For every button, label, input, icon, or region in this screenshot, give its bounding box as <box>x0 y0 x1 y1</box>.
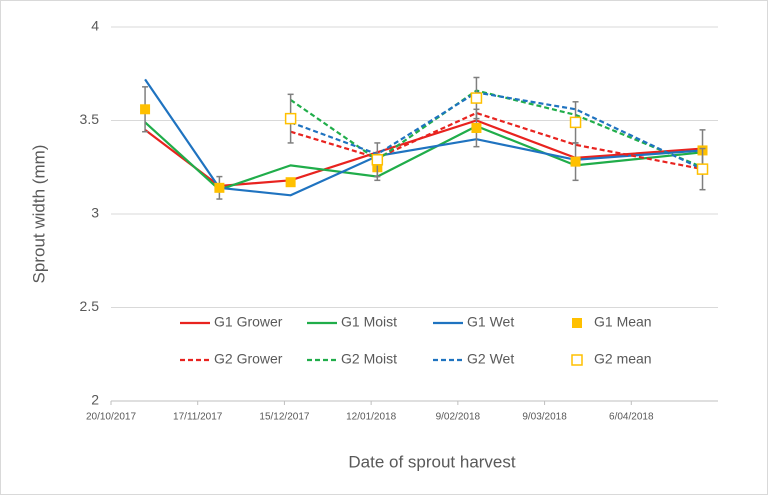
marker <box>371 154 384 166</box>
y-tick-label: 2 <box>91 392 99 408</box>
legend-label: G1 Grower <box>214 314 283 330</box>
legend-marker <box>571 354 583 366</box>
marker <box>696 163 709 175</box>
legend-label: G2 mean <box>594 351 652 367</box>
marker <box>285 177 296 188</box>
x-tick-label: 15/12/2017 <box>259 412 309 423</box>
x-axis-label: Date of sprout harvest <box>348 452 516 471</box>
x-tick-label: 12/01/2018 <box>346 412 396 423</box>
marker <box>471 122 482 133</box>
y-tick-label: 3.5 <box>80 111 100 127</box>
legend-label: G2 Wet <box>467 351 514 367</box>
legend-label: G1 Mean <box>594 314 652 330</box>
marker <box>569 116 582 129</box>
x-tick-label: 9/03/2018 <box>522 412 567 423</box>
y-tick-label: 2.5 <box>80 298 100 314</box>
y-tick-label: 3 <box>91 205 99 221</box>
marker <box>140 104 151 115</box>
legend-label: G1 Wet <box>467 314 514 330</box>
marker <box>284 112 297 125</box>
series-line <box>290 111 703 171</box>
legend-label: G2 Moist <box>341 351 397 367</box>
legend-label: G1 Moist <box>341 314 397 330</box>
x-tick-label: 9/02/2018 <box>436 412 481 423</box>
legend-label: G2 Grower <box>214 351 283 367</box>
x-tick-label: 20/10/2017 <box>86 412 136 423</box>
marker <box>214 182 225 193</box>
y-axis-label: Sprout width (mm) <box>29 145 48 284</box>
marker <box>570 156 581 167</box>
y-tick-label: 4 <box>91 18 99 34</box>
legend-marker <box>572 318 582 328</box>
x-tick-label: 17/11/2017 <box>173 412 223 423</box>
marker <box>470 92 483 104</box>
x-tick-label: 6/04/2018 <box>609 412 654 423</box>
